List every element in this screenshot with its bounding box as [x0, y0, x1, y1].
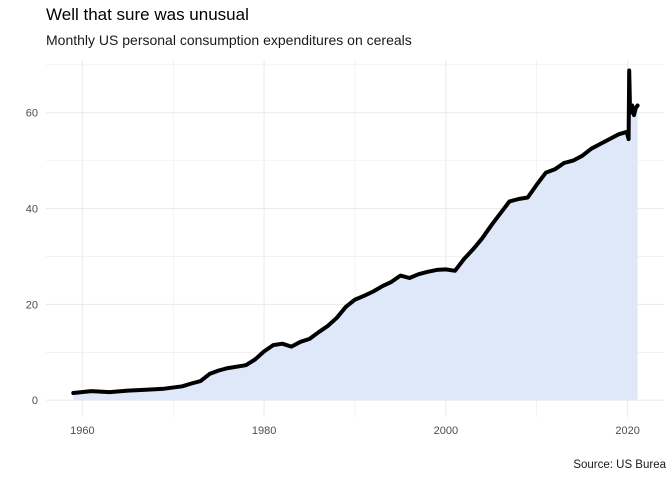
source-caption: Source: US Burea: [573, 459, 666, 471]
y-tick-label: 40: [26, 204, 38, 216]
series-line: [71, 68, 640, 395]
chart-subtitle: Monthly US personal consumption expendit…: [46, 32, 412, 48]
x-tick-label: 1980: [252, 425, 276, 437]
y-tick-label: 0: [32, 395, 38, 407]
chart-title: Well that sure was unusual: [46, 5, 249, 24]
area-fill: [73, 70, 638, 401]
x-tick-label: 2000: [434, 425, 458, 437]
y-axis-ticks: 0 20 40 60: [26, 108, 38, 408]
y-tick-label: 60: [26, 108, 38, 120]
x-tick-label: 1960: [70, 425, 94, 437]
x-axis-ticks: 1960 1980 2000 2020: [70, 425, 640, 437]
y-tick-label: 20: [26, 299, 38, 311]
x-tick-label: 2020: [615, 425, 639, 437]
